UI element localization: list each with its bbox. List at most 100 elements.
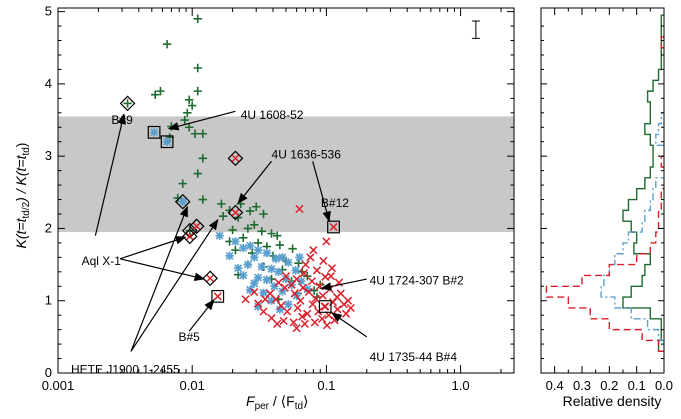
data-point-plus [198,154,208,163]
data-point-plus [185,123,194,132]
data-point-cross [307,277,317,286]
data-point-plus [178,179,187,188]
histogram-frame [540,7,665,374]
data-point-star [250,279,259,288]
data-point-star [291,266,300,275]
data-point-plus [123,99,132,108]
data-point-cross [299,269,309,278]
data-point-plus [275,240,285,250]
hist-x-tick-label: 0.3 [573,378,591,393]
data-point-cross [346,303,355,313]
y-label-sub: td [21,147,32,155]
data-point-star [303,284,312,294]
data-point-plus [190,129,200,138]
data-point-cross [231,208,240,217]
data-point-plus [193,86,202,96]
data-point-plus [231,245,240,255]
data-point-plus [217,199,226,209]
y-tick-label: 2 [45,220,52,235]
data-point-star [239,243,248,253]
data-point-cross [296,296,305,305]
data-point-star [225,251,234,261]
data-point-star [281,274,291,284]
data-point-plus [250,220,259,230]
data-point-cross [322,237,331,246]
error-bar [471,20,480,39]
annotation-arrow [167,110,236,131]
data-point-plus [187,101,197,110]
x-tick-label: 0.01 [180,378,205,393]
square-outline [147,125,161,139]
data-point-plus [218,211,228,221]
diamond-outline [119,95,136,112]
data-point-star [278,253,287,262]
data-point-cross [319,256,328,266]
data-point-star [253,245,263,255]
data-point-plus [198,129,208,138]
data-point-cross [333,305,342,314]
data-point-cross [303,309,312,318]
y-label-part: K(t=t [13,217,29,248]
data-point-cross [274,278,283,287]
data-point-plus [253,238,263,248]
data-point-cross [318,291,327,300]
data-point-star [259,288,268,297]
hist-x-tick-label: 0.4 [546,378,564,393]
y-tick-label: 1 [45,293,52,308]
square-outline [327,220,340,234]
data-point-cross [213,292,222,301]
data-point-plus [273,231,282,240]
data-point-star [162,137,172,146]
diamond-outline [227,150,244,167]
data-point-cross [314,307,323,316]
histogram-panel: 0.4 0.3 0.2 0.1 0.0 [540,7,673,393]
y-axis-label: K(t=ttd/2) / K(t=ttd) [13,143,32,249]
data-point-plus [288,244,297,253]
y-tick-label: 4 [45,76,52,91]
data-point-cross [343,296,353,305]
annotation-arrow [94,113,126,236]
data-point-cross [304,287,313,297]
diamond-outline [188,218,205,235]
data-point-star [178,197,187,206]
data-point-cross [292,324,301,333]
data-point-cross [261,295,270,304]
data-point-star [267,264,276,274]
y-label-part: ) [13,143,29,148]
data-point-cross [329,222,338,232]
data-point-star [231,237,240,246]
data-point-star [239,271,248,280]
data-point-plus [267,229,276,238]
data-point-plus [257,227,266,236]
y-tick-label: 0 [45,365,52,380]
diamond-outline [202,270,218,287]
data-point-plus [259,209,268,219]
data-point-cross [287,280,296,289]
data-point-star [278,287,287,296]
y-label-sub: td/2 [21,201,32,218]
x-tick-label: 0.001 [42,378,75,393]
data-point-cross [192,222,201,231]
data-point-cross [295,204,304,214]
data-point-cross [312,266,322,275]
x-label-sub2: td [295,401,303,412]
histogram-x-axis-label: Relative density [563,393,662,409]
annotation-label: B#5 [178,330,200,344]
hist-x-tick-label: 0.1 [628,378,646,393]
data-point-plus [252,202,261,211]
data-point-cross [289,318,298,327]
data-point-plus [183,108,192,118]
x-axis-label: Fper / ⟨Ftd⟩ [246,393,309,412]
x-label-sub: per [255,401,270,412]
annotation-label: B#12 [321,196,349,210]
data-point-cross [298,312,307,321]
data-point-star [215,231,224,240]
data-point-star [271,254,281,264]
data-point-plus [193,14,202,24]
data-point-cross [259,307,268,316]
data-point-star [250,253,259,262]
data-point-cross [321,302,330,311]
data-point-star [262,275,272,284]
